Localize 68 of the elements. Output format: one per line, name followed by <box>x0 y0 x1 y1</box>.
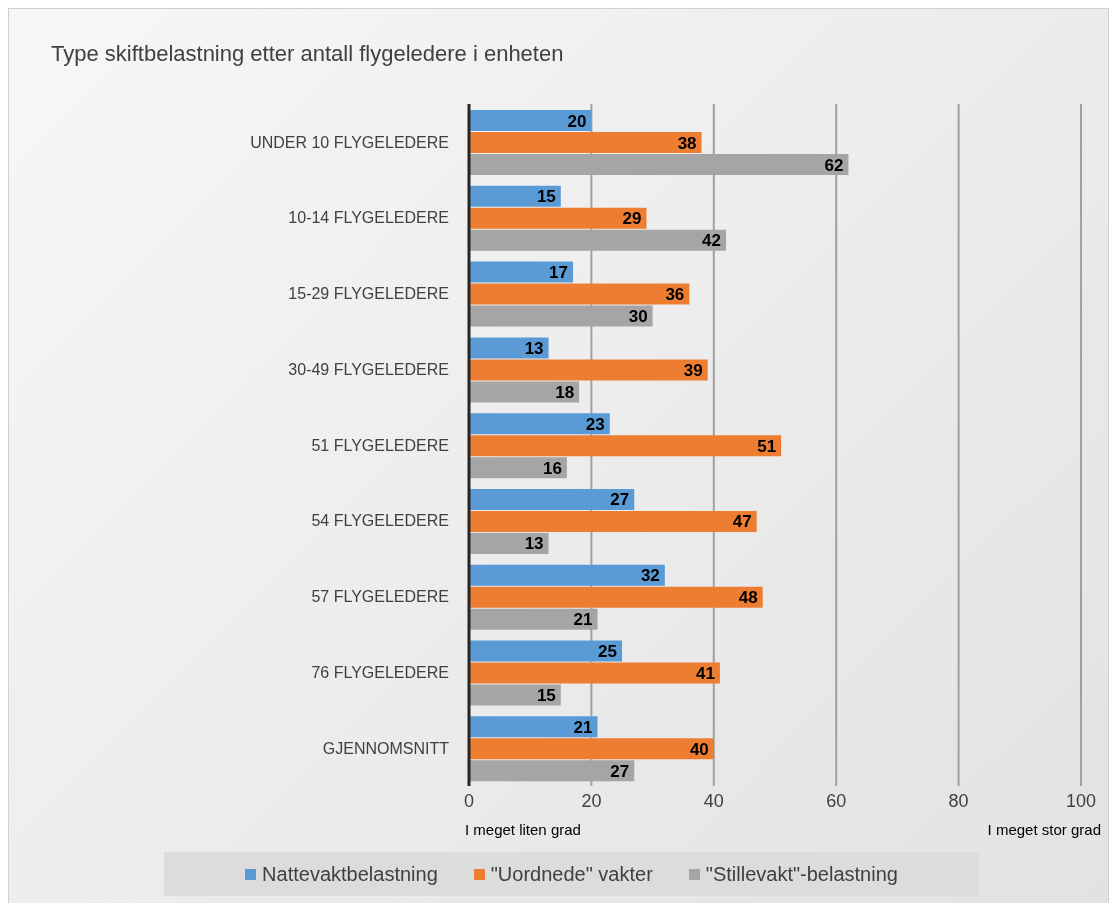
bar <box>469 640 622 662</box>
data-label: 39 <box>683 360 703 380</box>
bar <box>469 359 708 381</box>
bar <box>469 510 757 532</box>
y-tick-label: UNDER 10 FLYGELEDERE <box>250 133 449 151</box>
data-label: 47 <box>732 512 752 532</box>
bar <box>469 716 598 738</box>
data-label: 36 <box>665 285 685 305</box>
bar <box>469 564 665 586</box>
data-label: 51 <box>757 436 777 456</box>
data-label: 25 <box>598 642 617 662</box>
x-tick-label: 40 <box>703 790 724 811</box>
bar <box>469 738 714 760</box>
data-label: 62 <box>824 155 844 175</box>
x-tick-label: 20 <box>581 790 602 811</box>
x-tick-label: 80 <box>948 790 969 811</box>
bar <box>469 381 580 403</box>
data-label: 21 <box>573 610 593 630</box>
bar <box>469 185 561 207</box>
x-tick-label: 100 <box>1065 790 1097 811</box>
data-label: 15 <box>536 187 556 207</box>
y-tick-label: GJENNOMSNITT <box>322 739 450 757</box>
data-label: 20 <box>567 111 587 131</box>
data-label: 13 <box>524 338 544 358</box>
data-label: 18 <box>555 382 575 402</box>
text: I meget stor grad <box>987 821 1101 838</box>
bar <box>469 488 635 510</box>
bar <box>469 586 763 608</box>
bar <box>469 413 610 435</box>
bar <box>469 684 561 706</box>
data-label: 29 <box>622 209 642 229</box>
bar <box>469 435 782 457</box>
y-tick-label: 57 FLYGELEDERE <box>311 588 449 606</box>
y-tick-label: 76 FLYGELEDERE <box>311 664 449 682</box>
data-label: 13 <box>524 534 544 554</box>
chart-title: Type skiftbelastning etter antall flygeledere i enheten <box>51 41 564 67</box>
data-label: 42 <box>702 231 722 251</box>
data-label: 21 <box>573 717 593 737</box>
legend-label: "Stillevakt"-belastning <box>705 862 898 886</box>
legend-label: Nattevaktbelastning <box>262 862 438 886</box>
y-tick-label: 10-14 FLYGELEDERE <box>288 209 449 227</box>
x-tick-label: 60 <box>826 790 847 811</box>
y-tick-label: 51 FLYGELEDERE <box>311 436 449 454</box>
bar <box>469 132 702 154</box>
legend-label: "Uordnede" vakter <box>490 862 653 886</box>
bar <box>469 457 567 479</box>
data-label: 27 <box>610 490 630 510</box>
data-label: 16 <box>543 458 562 478</box>
data-label: 30 <box>628 307 648 327</box>
text: I meget liten grad <box>465 821 581 838</box>
bar <box>469 283 690 305</box>
data-label: 27 <box>610 761 630 781</box>
bar <box>469 110 592 132</box>
bar <box>469 662 720 684</box>
x-tick-label: 0 <box>463 790 475 811</box>
y-tick-label: 30-49 FLYGELEDERE <box>288 360 449 378</box>
y-tick-label: 54 FLYGELEDERE <box>311 512 449 530</box>
bar <box>469 207 647 229</box>
data-label: 41 <box>696 664 715 684</box>
data-label: 17 <box>549 263 569 283</box>
data-label: 32 <box>640 566 660 586</box>
y-tick-label: 15-29 FLYGELEDERE <box>288 285 449 303</box>
data-label: 38 <box>677 133 697 153</box>
data-label: 23 <box>585 414 605 434</box>
data-label: 40 <box>689 739 709 759</box>
data-label: 48 <box>738 588 758 608</box>
data-label: 15 <box>536 686 556 706</box>
bar <box>469 261 574 283</box>
